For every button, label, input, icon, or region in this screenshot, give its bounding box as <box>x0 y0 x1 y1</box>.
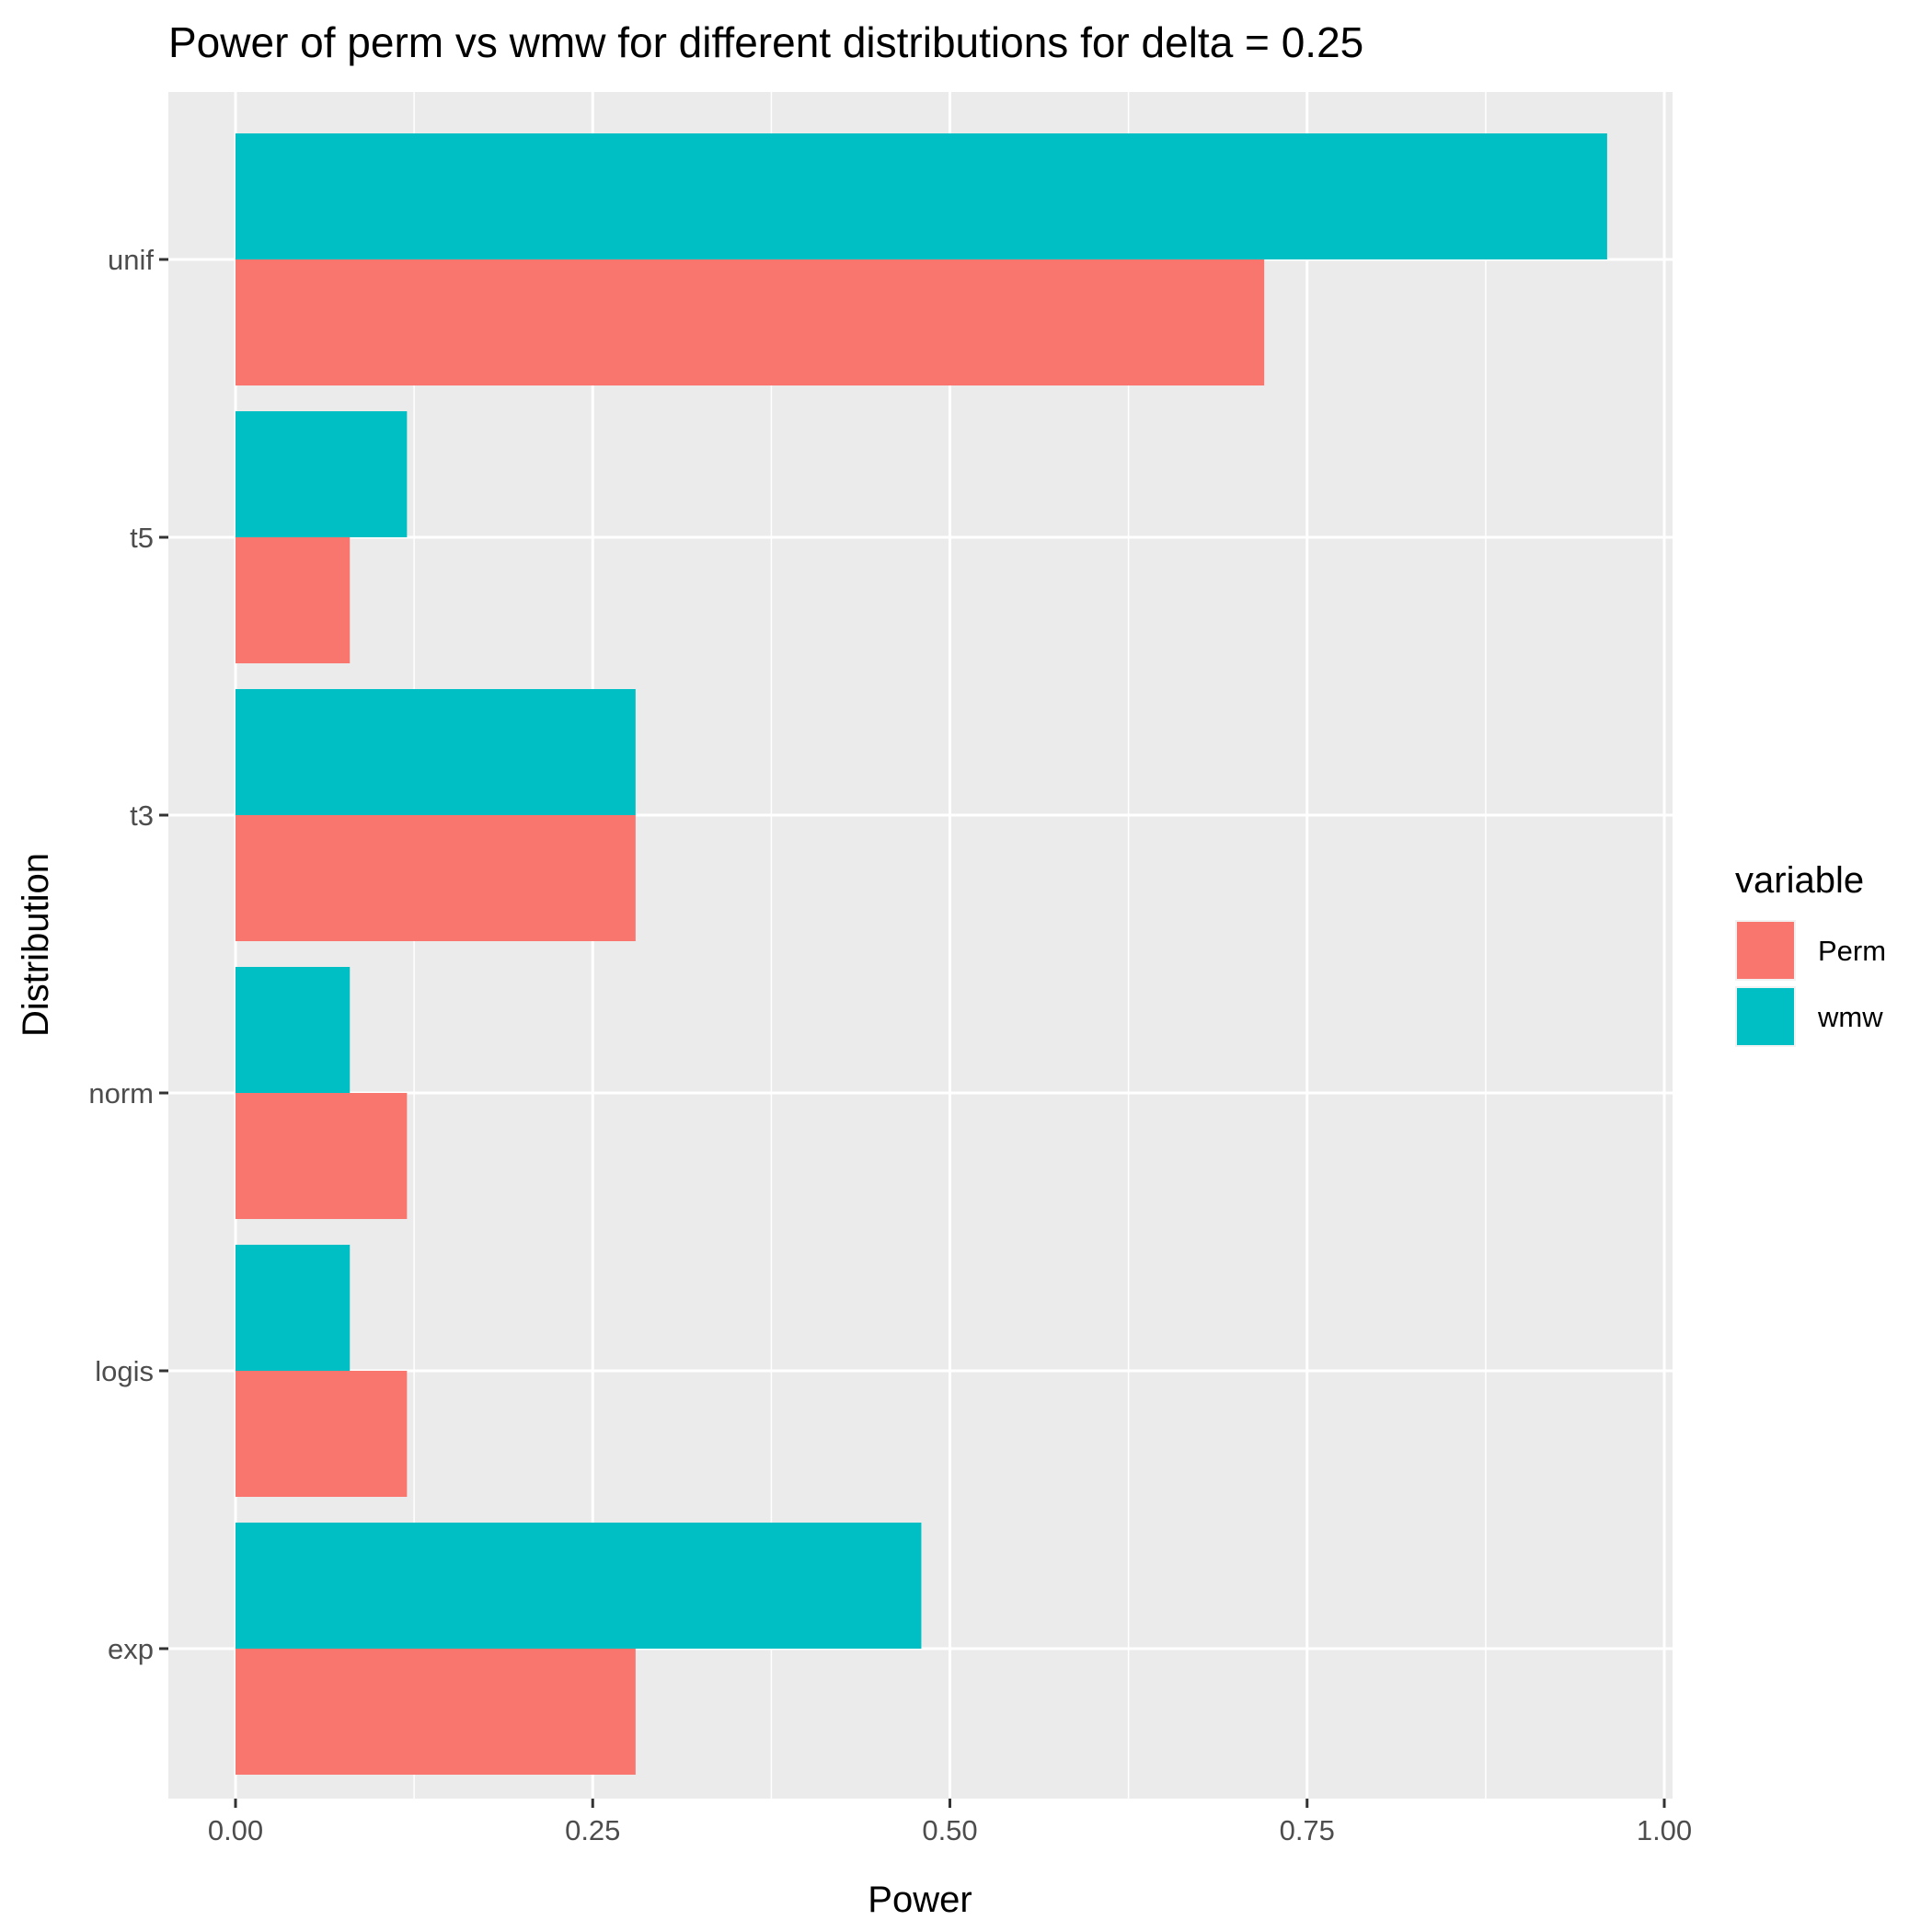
bar-perm-unif <box>236 259 1265 385</box>
legend-title: variable <box>1735 860 1864 901</box>
legend: variable Perm wmw <box>1735 860 1886 1047</box>
bar-wmw-t3 <box>236 689 636 815</box>
x-axis: 0.00 0.25 0.50 0.75 1.00 <box>208 1799 1692 1846</box>
x-tick-label: 0.00 <box>208 1814 263 1846</box>
bar-perm-logis <box>236 1371 408 1497</box>
chart-title: Power of perm vs wmw for different distr… <box>168 18 1363 66</box>
legend-key-wmw <box>1737 988 1794 1045</box>
bar-perm-t5 <box>236 537 351 663</box>
bar-wmw-logis <box>236 1245 351 1371</box>
x-tick-label: 1.00 <box>1637 1814 1692 1846</box>
bar-perm-norm <box>236 1093 408 1219</box>
y-tick-label: norm <box>88 1077 154 1110</box>
legend-label-perm: Perm <box>1818 935 1886 967</box>
legend-label-wmw: wmw <box>1817 1001 1883 1033</box>
y-tick-label: logis <box>95 1355 154 1387</box>
x-tick-label: 0.75 <box>1280 1814 1335 1846</box>
bars <box>236 133 1607 1775</box>
y-axis: unif t5 t3 norm logis exp <box>88 244 168 1665</box>
y-tick-label: exp <box>108 1633 154 1665</box>
y-tick-label: t3 <box>130 799 154 832</box>
bar-perm-exp <box>236 1649 636 1775</box>
x-tick-label: 0.25 <box>565 1814 620 1846</box>
x-tick-label: 0.50 <box>922 1814 977 1846</box>
y-tick-label: unif <box>108 244 154 276</box>
y-tick-label: t5 <box>130 522 154 554</box>
legend-key-perm <box>1737 922 1794 979</box>
x-axis-title: Power <box>868 1880 972 1920</box>
y-axis-title: Distribution <box>16 853 56 1037</box>
bar-wmw-norm <box>236 967 351 1093</box>
bar-perm-t3 <box>236 815 636 941</box>
bar-wmw-unif <box>236 133 1607 259</box>
bar-wmw-t5 <box>236 411 408 537</box>
bar-wmw-exp <box>236 1523 922 1649</box>
